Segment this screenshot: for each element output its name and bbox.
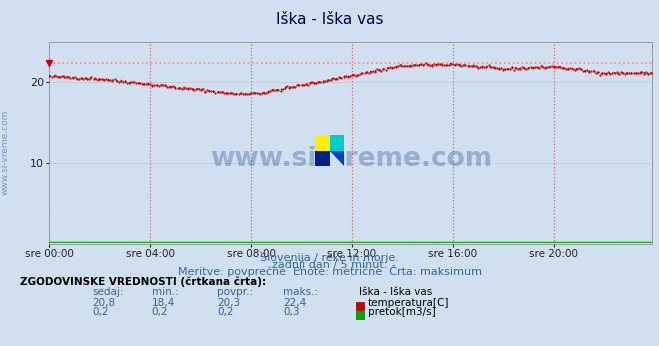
- Text: 20,8: 20,8: [92, 298, 115, 308]
- Text: Iška - Iška vas: Iška - Iška vas: [275, 12, 384, 27]
- Text: 0,2: 0,2: [92, 307, 109, 317]
- Text: 0,3: 0,3: [283, 307, 300, 317]
- Text: maks.:: maks.:: [283, 287, 318, 297]
- Text: temperatura[C]: temperatura[C]: [368, 298, 449, 308]
- Text: Meritve: povprečne  Enote: metrične  Črta: maksimum: Meritve: povprečne Enote: metrične Črta:…: [177, 265, 482, 277]
- Text: pretok[m3/s]: pretok[m3/s]: [368, 307, 436, 317]
- Text: 0,2: 0,2: [217, 307, 234, 317]
- Bar: [330, 135, 344, 151]
- Text: www.si-vreme.com: www.si-vreme.com: [210, 146, 492, 172]
- Text: zadnji dan / 5 minut.: zadnji dan / 5 minut.: [272, 260, 387, 270]
- Text: Slovenija / reke in morje.: Slovenija / reke in morje.: [260, 253, 399, 263]
- Text: 18,4: 18,4: [152, 298, 175, 308]
- Text: min.:: min.:: [152, 287, 179, 297]
- Text: povpr.:: povpr.:: [217, 287, 254, 297]
- Text: ZGODOVINSKE VREDNOSTI (črtkana črta):: ZGODOVINSKE VREDNOSTI (črtkana črta):: [20, 277, 266, 288]
- Bar: [315, 135, 330, 151]
- Text: 20,3: 20,3: [217, 298, 241, 308]
- Polygon shape: [330, 151, 344, 166]
- Text: 0,2: 0,2: [152, 307, 168, 317]
- Bar: [315, 151, 330, 166]
- Text: www.si-vreme.com: www.si-vreme.com: [1, 110, 10, 195]
- Text: Iška - Iška vas: Iška - Iška vas: [359, 287, 432, 297]
- Text: sedaj:: sedaj:: [92, 287, 124, 297]
- Text: 22,4: 22,4: [283, 298, 306, 308]
